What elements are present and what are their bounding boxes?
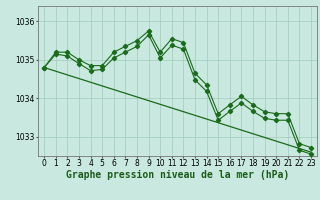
X-axis label: Graphe pression niveau de la mer (hPa): Graphe pression niveau de la mer (hPa) [66, 170, 289, 180]
